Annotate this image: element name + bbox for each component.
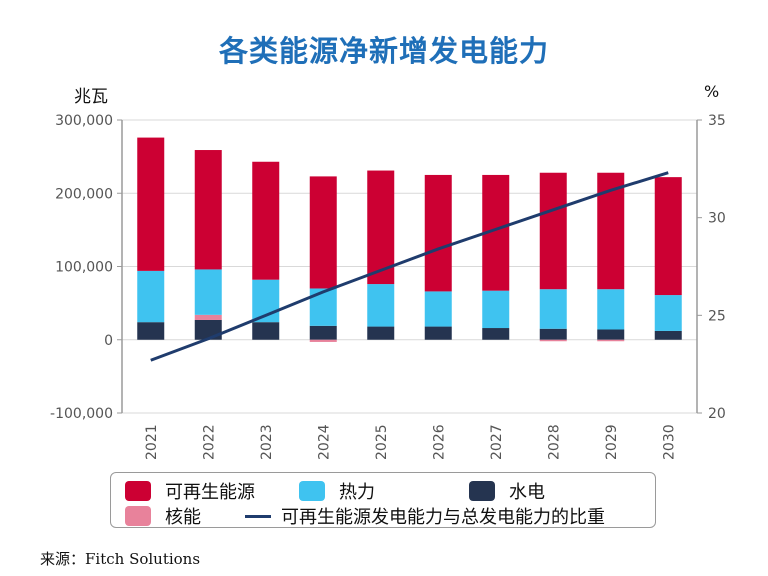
legend-swatch-thermal: [299, 481, 325, 501]
bar-thermal-2021: [137, 270, 165, 323]
bar-hydro-2021: [137, 322, 165, 340]
bar-hydro-2023: [252, 322, 280, 340]
legend-label-nuclear: 核能: [165, 507, 201, 528]
right-tick-label: 20: [708, 406, 726, 422]
bar-nuclear-2029: [597, 339, 625, 342]
legend-item-hydro: 水电: [469, 478, 545, 504]
bar-thermal-2024: [309, 288, 337, 326]
bar-renewable-2023: [252, 161, 280, 280]
legend-item-renewable: 可再生能源: [125, 478, 255, 504]
legend-swatch-renewable: [125, 481, 151, 501]
bar-hydro-2028: [539, 328, 567, 340]
bar-hydro-2030: [654, 330, 682, 340]
legend-item-share-line: 可再生能源发电能力与总发电能力的比重: [245, 503, 605, 529]
bar-nuclear-2024: [309, 339, 337, 342]
x-tick-label: 2030: [661, 424, 677, 460]
legend-item-nuclear: 核能: [125, 503, 201, 529]
chart-legend: 可再生能源 热力 水电 核能 可再生能源发电能力与总发电能力的比重: [110, 472, 656, 528]
x-tick-label: 2023: [259, 424, 275, 460]
legend-swatch-share-line: [245, 514, 271, 518]
x-tick-label: 2022: [201, 424, 217, 460]
bar-renewable-2021: [137, 137, 165, 271]
left-axis-unit: 兆瓦: [74, 87, 108, 107]
right-tick-label: 30: [708, 211, 726, 227]
x-tick-label: 2021: [144, 424, 160, 460]
x-tick-label: 2025: [374, 424, 390, 460]
right-tick-label: 35: [708, 113, 726, 129]
stacked-bar-line-chart: -100,0000100,000200,000300,0002025303520…: [50, 113, 726, 460]
legend-label-hydro: 水电: [509, 482, 545, 503]
left-tick-label: 0: [104, 333, 113, 349]
bar-hydro-2029: [597, 329, 625, 340]
bar-thermal-2022: [194, 269, 222, 315]
bar-thermal-2027: [482, 290, 510, 329]
left-tick-label: 200,000: [55, 186, 113, 202]
x-tick-label: 2027: [489, 424, 505, 460]
x-tick-label: 2029: [604, 424, 620, 460]
right-axis-unit: %: [704, 82, 720, 101]
bar-renewable-2028: [539, 172, 567, 290]
right-tick-label: 25: [708, 308, 726, 324]
legend-item-thermal: 热力: [299, 478, 375, 504]
bar-nuclear-2028: [539, 339, 567, 342]
bar-hydro-2026: [424, 326, 452, 340]
bar-hydro-2025: [367, 326, 395, 340]
share-line: [150, 171, 669, 362]
legend-swatch-hydro: [469, 481, 495, 501]
chart-title: 各类能源净新增发电能力: [218, 34, 549, 68]
bar-thermal-2025: [367, 284, 395, 327]
legend-label-share-line: 可再生能源发电能力与总发电能力的比重: [281, 507, 605, 528]
source-note: 来源：Fitch Solutions: [40, 550, 201, 568]
legend-label-renewable: 可再生能源: [165, 482, 255, 503]
bar-renewable-2022: [194, 150, 222, 270]
left-tick-label: 300,000: [55, 113, 113, 129]
bar-nuclear-2022: [194, 314, 222, 320]
left-tick-label: -100,000: [50, 406, 113, 422]
bar-thermal-2030: [654, 295, 682, 331]
bar-thermal-2028: [539, 289, 567, 329]
left-tick-label: 100,000: [55, 260, 113, 276]
legend-label-thermal: 热力: [339, 482, 375, 503]
bar-renewable-2024: [309, 176, 337, 289]
x-tick-label: 2026: [431, 424, 447, 460]
x-tick-label: 2024: [316, 424, 332, 460]
bar-renewable-2026: [424, 174, 452, 292]
x-tick-label: 2028: [546, 424, 562, 460]
legend-swatch-nuclear: [125, 506, 151, 526]
bar-renewable-2030: [654, 177, 682, 296]
bar-hydro-2024: [309, 325, 337, 340]
bar-renewable-2025: [367, 170, 395, 285]
bar-hydro-2022: [194, 319, 222, 340]
bar-thermal-2026: [424, 291, 452, 327]
bar-thermal-2029: [597, 289, 625, 330]
bar-hydro-2027: [482, 328, 510, 340]
